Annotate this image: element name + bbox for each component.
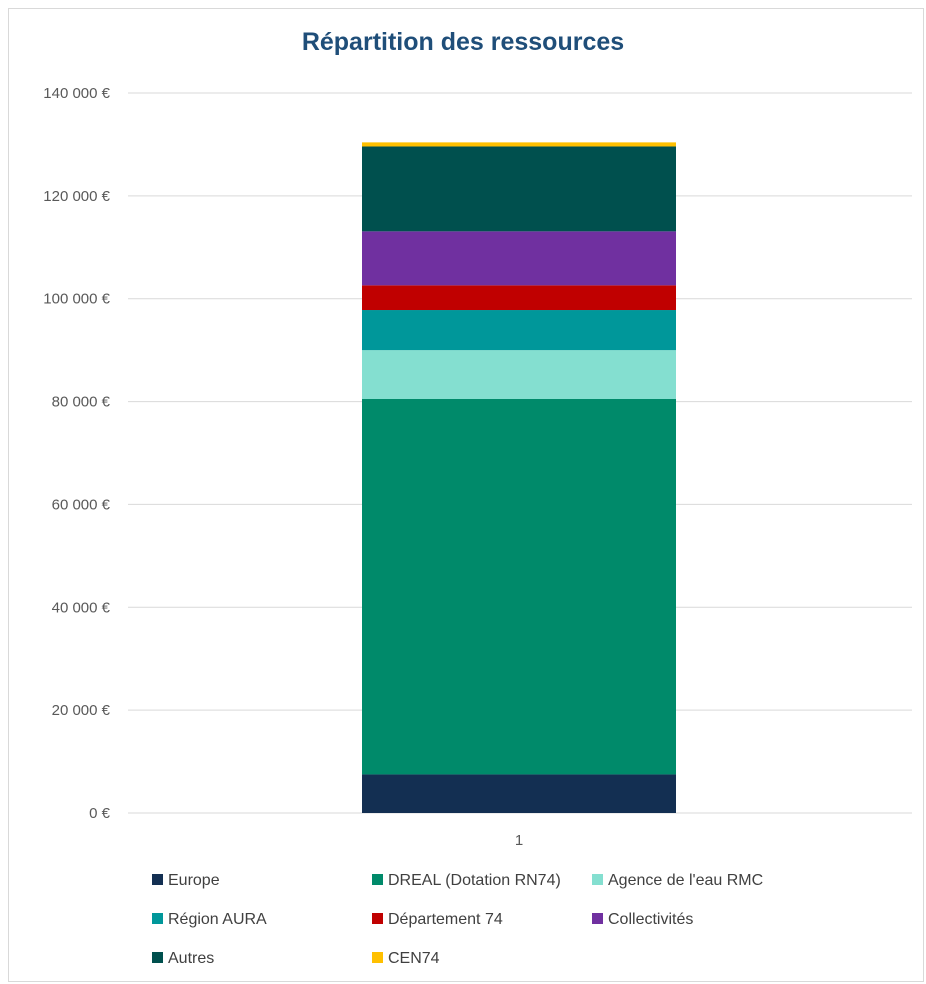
bar-segment (362, 774, 676, 813)
y-tick-label: 60 000 € (52, 496, 111, 513)
x-tick-label: 1 (515, 832, 523, 849)
legend-swatch (372, 874, 383, 885)
y-tick-label: 120 000 € (43, 188, 110, 205)
bar-segment (362, 231, 676, 286)
legend-label: DREAL (Dotation RN74) (388, 872, 561, 889)
legend-label: Collectivités (608, 911, 693, 928)
legend-swatch (372, 952, 383, 963)
legend-label: Autres (168, 950, 214, 967)
legend-label: Europe (168, 872, 220, 889)
bar-segment (362, 142, 676, 147)
bar-segment (362, 399, 676, 775)
legend-swatch (152, 874, 163, 885)
legend-label: Agence de l'eau RMC (608, 872, 763, 889)
bar-segment (362, 310, 676, 351)
chart-title: Répartition des ressources (301, 28, 625, 56)
legend-swatch (152, 952, 163, 963)
legend-label: Région AURA (168, 911, 267, 928)
legend-swatch (592, 913, 603, 924)
y-tick-label: 140 000 € (43, 85, 110, 102)
legend-label: CEN74 (388, 950, 440, 967)
y-tick-label: 100 000 € (43, 291, 110, 308)
bar-segment (362, 350, 676, 399)
y-tick-label: 40 000 € (52, 599, 111, 616)
legend-swatch (372, 913, 383, 924)
legend-label: Département 74 (388, 911, 503, 928)
legend-swatch (152, 913, 163, 924)
y-tick-label: 80 000 € (52, 394, 111, 411)
y-tick-label: 20 000 € (52, 702, 111, 719)
legend-swatch (592, 874, 603, 885)
y-tick-label: 0 € (89, 805, 111, 822)
bar-segment (362, 285, 676, 311)
bar-segment (362, 146, 676, 232)
